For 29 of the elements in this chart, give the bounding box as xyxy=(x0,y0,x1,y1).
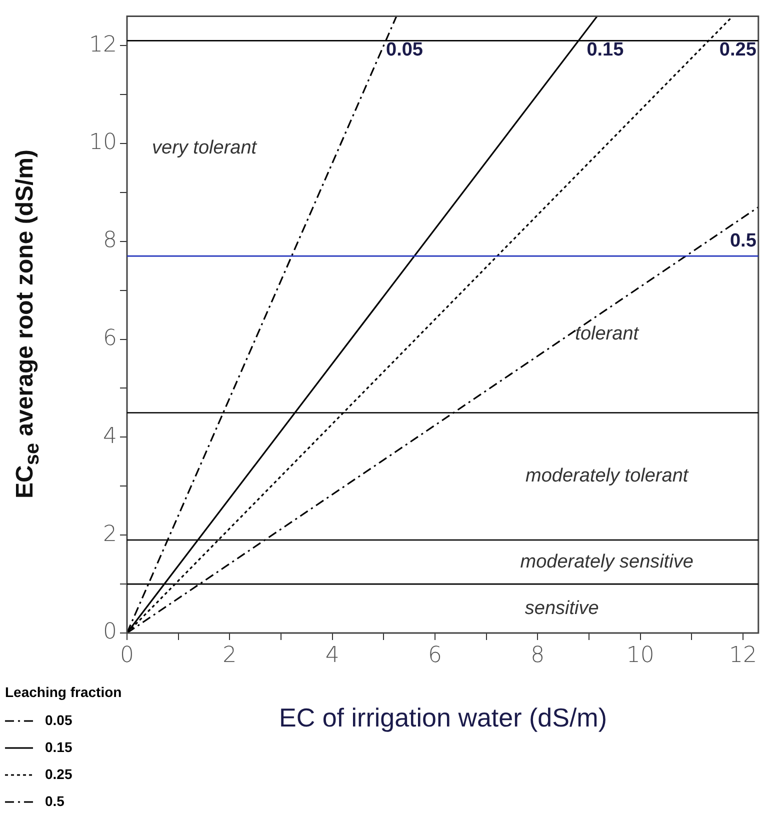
y-tick-label: 0 xyxy=(103,620,117,645)
y-tick-label: 10 xyxy=(89,130,117,156)
annotation: tolerant xyxy=(575,324,640,345)
y-tick-label: 2 xyxy=(103,522,117,547)
legend-label: 0.15 xyxy=(45,738,72,755)
y-tick-label: 4 xyxy=(103,424,117,449)
annotation: sensitive xyxy=(524,598,599,619)
x-tick-label: 4 xyxy=(325,642,340,668)
text: 0.05 xyxy=(386,39,423,60)
y-tick-label: 6 xyxy=(103,326,117,352)
text: 0.25 xyxy=(719,39,756,60)
annotation: very tolerant xyxy=(152,138,258,159)
text: 0.5 xyxy=(730,230,756,252)
legend-label: 0.05 xyxy=(45,712,72,728)
x-tick-label: 6 xyxy=(428,642,442,668)
text: 0.15 xyxy=(586,39,624,60)
y-tick-label: 8 xyxy=(103,228,117,254)
x-tick-label: 12 xyxy=(728,642,757,668)
x-axis-title: EC of irrigation water (dS/m) xyxy=(279,702,607,734)
x-tick-label: 0 xyxy=(120,642,134,668)
y-tick-label: 12 xyxy=(89,32,117,58)
x-tick-label: 10 xyxy=(626,642,654,668)
annotation: moderately tolerant xyxy=(526,466,689,487)
x-tick-label: 8 xyxy=(530,642,545,668)
x-tick-label: 2 xyxy=(222,642,237,668)
legend-title: Leaching fraction xyxy=(5,684,122,700)
annotation: moderately sensitive xyxy=(520,551,694,572)
legend-label: 0.25 xyxy=(45,766,72,782)
legend-label: 0.5 xyxy=(45,792,65,809)
